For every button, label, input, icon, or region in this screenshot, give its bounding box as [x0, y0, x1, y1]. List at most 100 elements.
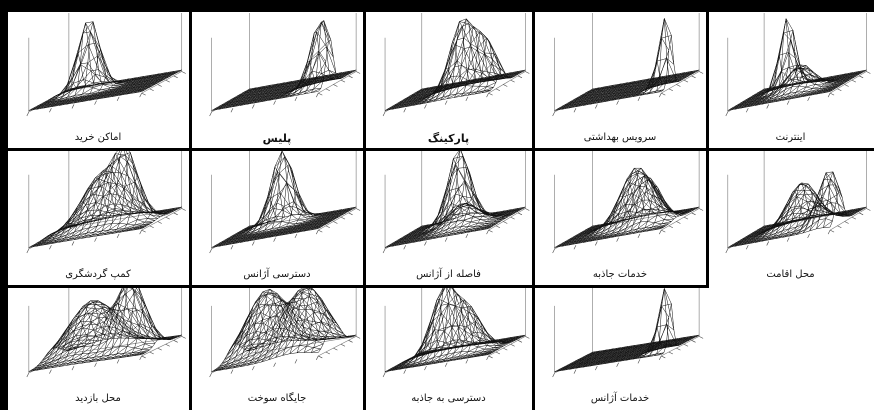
axis-tick — [325, 88, 330, 92]
panel-caption: سرویس بهداشتی — [583, 132, 657, 143]
axis-tick — [181, 208, 186, 211]
axis-tick — [725, 111, 729, 117]
surface-plot-panel: سرویس بهداشتی — [534, 13, 706, 148]
axis-tick — [273, 237, 276, 242]
panel-caption: خدمات آژانس — [590, 393, 650, 404]
axis-tick — [209, 372, 212, 378]
axis-tick — [510, 79, 515, 83]
top-border — [0, 0, 874, 12]
axis-tick — [157, 84, 162, 87]
surface-plot — [725, 150, 871, 254]
surface-mesh — [384, 287, 526, 372]
axis-tick — [340, 343, 346, 347]
axis-tick — [403, 245, 407, 250]
surface-plot — [209, 13, 361, 117]
axis-tick — [525, 208, 530, 211]
axis-tick — [94, 362, 97, 367]
axis-tick — [659, 229, 662, 235]
axis-tick — [49, 369, 52, 374]
surface-plot-panel: محل بازدید — [7, 287, 189, 409]
panel-caption: خدمات جاذبه — [592, 269, 648, 280]
axis-tick — [495, 88, 501, 92]
axis-tick — [827, 92, 831, 98]
axis-tick — [139, 229, 142, 235]
axis-tick — [149, 225, 154, 229]
surface-mesh — [28, 150, 182, 248]
axis-tick — [273, 100, 276, 105]
axis-tick — [766, 241, 769, 246]
axis-tick — [403, 369, 407, 374]
surface-plot — [26, 13, 186, 117]
axis-tick — [355, 336, 361, 339]
axis-tick — [859, 212, 864, 216]
axis-tick — [340, 79, 346, 83]
axis-tick — [829, 92, 835, 96]
axis-tick — [157, 347, 162, 351]
surface-plot — [209, 287, 361, 378]
axis-tick — [573, 245, 577, 250]
axis-tick — [252, 241, 255, 246]
column-divider — [189, 0, 192, 410]
axis-tick — [676, 221, 681, 224]
axis-tick — [355, 71, 361, 74]
axis-tick — [616, 362, 619, 367]
axis-tick — [786, 237, 790, 242]
axis-tick — [294, 96, 298, 102]
axis-tick — [116, 233, 120, 239]
axis-tick — [273, 362, 276, 367]
axis-tick — [637, 96, 641, 102]
axis-tick — [573, 369, 577, 374]
axis-tick — [659, 92, 662, 98]
axis-tick — [495, 225, 501, 229]
surface-mesh — [211, 150, 357, 248]
axis-tick — [807, 96, 810, 102]
axis-tick — [488, 92, 493, 96]
panel-caption: جایگاه سوخت — [247, 393, 307, 404]
axis-tick — [637, 359, 641, 364]
axis-tick — [318, 92, 323, 96]
axis-tick — [552, 372, 555, 378]
column-divider — [363, 0, 366, 410]
surface-plot — [552, 287, 704, 378]
axis-tick — [26, 111, 30, 117]
axis-tick — [424, 366, 427, 371]
axis-tick — [573, 108, 577, 113]
axis-tick — [71, 366, 75, 371]
surface-plot-panel: دسترسی به جاذبه — [365, 287, 532, 409]
axis-tick — [333, 84, 338, 87]
surface-mesh — [384, 150, 526, 248]
axis-tick — [866, 71, 871, 74]
surface-mesh — [28, 21, 182, 111]
panel-caption: دسترسی به جاذبه — [411, 393, 486, 404]
axis-tick — [139, 92, 142, 98]
axis-tick — [683, 216, 689, 220]
axis-tick — [517, 75, 523, 79]
surface-mesh — [211, 287, 357, 372]
axis-tick — [465, 233, 469, 239]
axis-tick — [837, 225, 842, 229]
axis-tick — [517, 212, 523, 216]
axis-tick — [668, 351, 673, 355]
axis-tick — [165, 216, 170, 220]
axis-tick — [252, 366, 255, 371]
surface-plot-panel: اینترنت — [708, 13, 873, 148]
surface-plot-panel: پارکینگ — [365, 13, 532, 148]
surface-mesh — [727, 170, 867, 248]
axis-tick — [844, 221, 849, 224]
axis-tick — [382, 372, 386, 378]
panel-caption: محل بازدید — [75, 393, 121, 404]
axis-tick — [866, 208, 871, 211]
surface-mesh — [211, 19, 357, 111]
axis-tick — [683, 343, 689, 347]
axis-tick — [230, 369, 234, 374]
axis-tick — [333, 347, 338, 351]
surface-plot-panel: فاصله از آژانس — [365, 150, 532, 285]
axis-tick — [552, 111, 555, 117]
axis-tick — [316, 355, 319, 361]
surface-plot-panel: دسترسی آژانس — [191, 150, 363, 285]
axis-tick — [424, 104, 427, 109]
axis-tick — [149, 88, 154, 92]
axis-tick — [173, 340, 178, 343]
axis-tick — [616, 100, 619, 105]
